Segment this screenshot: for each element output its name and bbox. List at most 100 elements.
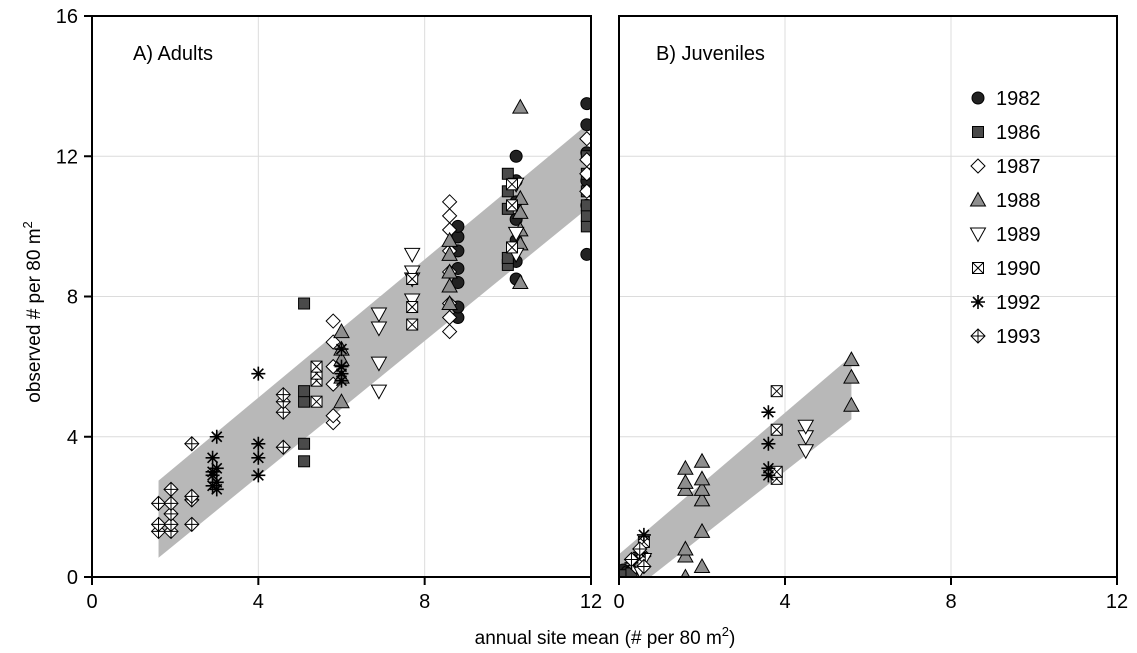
juveniles-x-tick-label-12: 12 [1106,591,1128,613]
adults-point-1990-3 [310,360,323,373]
legend-marker-1990 [972,262,984,274]
adults-point-1993-5 [163,506,179,522]
legend-marker-1989 [969,227,987,243]
x-axis-title-close: ) [729,628,735,649]
adults-point-1986-1 [298,437,311,450]
adults-point-1993-2 [150,495,167,512]
juveniles-point-1988-11 [693,452,711,468]
legend-marker-1988 [969,191,987,207]
adults-point-1992-5 [209,475,224,490]
legend-marker-1982 [971,91,985,105]
legend-label-1993: 1993 [996,326,1041,348]
adults-point-1987-12 [441,208,458,224]
adults-point-1992-9 [251,450,266,465]
legend-item-1987: 1987 [970,156,1041,178]
adults-y-tick-label-0: 0 [67,567,78,589]
adults-point-1988-4 [333,323,350,339]
legend-label-1982: 1982 [996,88,1041,110]
adults-point-1988-6 [441,277,458,293]
panel-juveniles-frame [618,15,1118,578]
juveniles-point-1992-3 [761,468,776,483]
adults-point-1989-3 [370,307,388,323]
adults-point-1987-16 [579,152,591,168]
adults-point-1982-19 [580,97,591,111]
adults-point-1992-13 [334,366,349,381]
adults-x-tick-label-8: 8 [419,591,430,613]
adults-point-1992-11 [251,366,266,381]
adults-point-1993-4 [163,516,179,533]
y-axis-title: observed # per 80 m2 [20,221,45,403]
adults-point-1993-11 [184,436,200,452]
adults-point-1992-14 [334,359,349,374]
panel-juveniles-grid [619,16,1117,577]
legend-item-1992: 1992 [971,292,1041,314]
adults-y-tick-label-4: 4 [67,427,78,449]
legend-item-1986: 1986 [972,122,1041,144]
panel-adults-grid [92,16,591,577]
adults-point-1990-5 [406,301,419,314]
adults-point-1987-6 [441,323,458,340]
adults-point-1988-15 [511,98,529,114]
legend-item-1989: 1989 [969,224,1041,246]
legend-item-1990: 1990 [972,258,1041,280]
adults-point-1990-6 [406,272,419,285]
x-axis-title-superscript: 2 [722,624,729,639]
panel-juveniles-confidence-band [619,356,852,577]
y-axis-title-superscript: 2 [20,221,35,228]
adults-point-1987-7 [441,309,458,326]
legend-label-1988: 1988 [996,190,1041,212]
legend-item-1993: 1993 [970,326,1041,348]
adults-point-1993-1 [150,516,167,533]
adults-point-1988-8 [441,245,458,261]
juveniles-point-1992-5 [761,436,776,451]
adults-point-1988-5 [441,294,458,311]
adults-point-1986-4 [298,297,311,310]
adults-point-1990-4 [406,318,419,331]
adults-point-1982-18 [580,118,591,132]
adults-point-1990-9 [505,178,518,191]
adults-point-1992-4 [209,482,224,497]
adults-point-1987-17 [579,131,591,147]
juveniles-point-1988-10 [693,470,711,486]
juveniles-point-1988-5 [677,459,694,475]
legend-label-1989: 1989 [996,224,1041,246]
adults-point-1993-8 [184,516,200,533]
adults-point-1986-9 [501,167,514,180]
panel-adults-label: A) Adults [133,43,213,65]
adults-point-1992-10 [251,436,266,451]
adults-point-1992-15 [334,342,349,357]
adults-point-1989-6 [403,265,421,281]
panel-adults-points [150,97,591,540]
juveniles-x-tick-label-8: 8 [945,591,956,613]
panel-adults: 0 4 8 12 0 4 8 12 16 A) Adults [56,6,602,613]
adults-point-1992-3 [205,450,220,465]
legend-label-1992: 1992 [996,292,1041,314]
legend-item-1988: 1988 [969,190,1041,212]
legend-label-1986: 1986 [996,122,1041,144]
adults-point-1989-9 [507,226,525,242]
adults-point-1986-2 [298,395,311,408]
juveniles-point-1990-5 [770,385,783,398]
adults-x-tick-label-0: 0 [86,591,97,613]
juveniles-point-1988-13 [843,368,860,384]
juveniles-point-1993-2 [636,558,652,575]
adults-point-1988-0 [333,393,350,409]
adults-point-1989-1 [370,356,388,372]
panel-adults-ticks: 0 4 8 12 0 4 8 12 16 [56,6,602,613]
juveniles-x-tick-label-0: 0 [613,591,624,613]
legend-label-1990: 1990 [996,258,1041,280]
adults-y-tick-label-12: 12 [56,146,78,168]
legend-marker-1986 [972,126,984,138]
juveniles-point-1989-4 [797,419,815,435]
adults-point-1986-12 [580,199,591,212]
adults-point-1993-6 [163,495,179,512]
juveniles-point-1988-9 [693,480,711,496]
adults-point-1992-12 [334,373,349,388]
adults-point-1989-7 [403,247,421,263]
x-axis-title-text: annual site mean (# per 80 m [475,628,722,649]
panel-adults-confidence-band [158,124,587,558]
juveniles-point-1992-2 [636,527,651,542]
panel-juveniles-points [619,351,860,577]
juveniles-point-1988-6 [693,557,711,573]
adults-point-1982-14 [580,247,591,261]
